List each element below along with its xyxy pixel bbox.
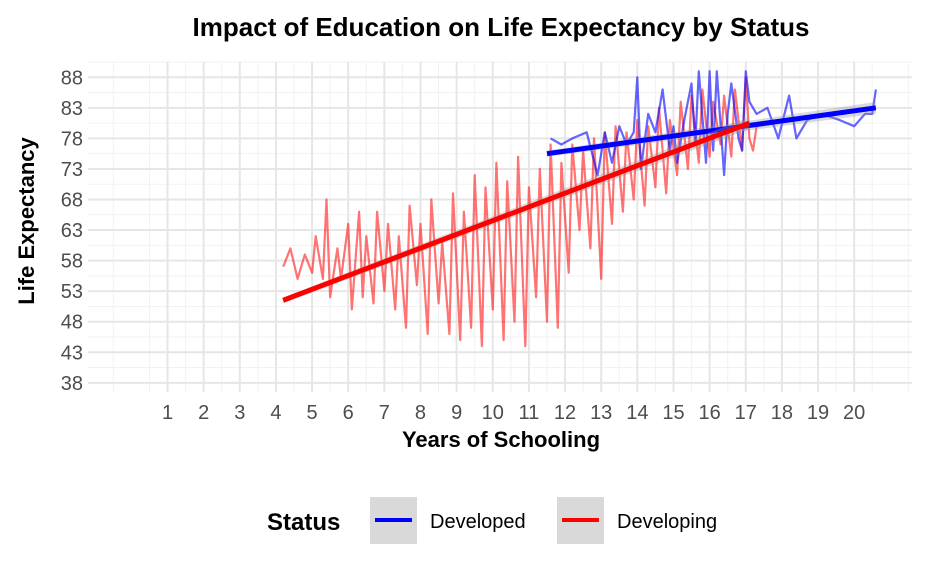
x-tick-label: 9 [451, 402, 462, 424]
chart-title: Impact of Education on Life Expectancy b… [193, 12, 810, 42]
legend-label-developed: Developed [430, 511, 526, 533]
x-tick-label: 5 [307, 402, 318, 424]
y-tick-label: 73 [61, 159, 83, 181]
y-tick-label: 88 [61, 67, 83, 89]
y-tick-label: 48 [61, 312, 83, 334]
x-tick-label: 10 [482, 402, 504, 424]
x-tick-label: 19 [807, 402, 829, 424]
trend-line-developed [546, 105, 877, 157]
legend-title: Status [267, 509, 340, 536]
x-tick-label: 18 [771, 402, 793, 424]
y-axis-title: Life Expectancy [14, 136, 39, 304]
trend-line-developing [282, 120, 751, 303]
legend: Status Developed Developing [267, 497, 717, 544]
x-tick-label: 20 [843, 402, 865, 424]
x-tick-label: 6 [343, 402, 354, 424]
legend-label-developing: Developing [617, 511, 717, 533]
grid [88, 61, 912, 392]
x-tick-label: 1 [162, 402, 173, 424]
y-tick-label: 58 [61, 251, 83, 273]
x-tick-label: 3 [234, 402, 245, 424]
x-tick-label: 16 [698, 402, 720, 424]
x-tick-label: 13 [590, 402, 612, 424]
y-tick-labels: 38 43 48 53 58 63 68 73 78 83 88 [61, 67, 83, 395]
x-tick-labels: 1 2 3 4 5 6 7 8 9 10 11 12 13 14 15 16 17 18 19 20 [162, 402, 865, 424]
x-tick-label: 4 [270, 402, 281, 424]
x-tick-label: 15 [662, 402, 684, 424]
x-tick-label: 17 [735, 402, 757, 424]
x-tick-label: 7 [379, 402, 390, 424]
y-tick-label: 43 [61, 342, 83, 364]
y-tick-label: 78 [61, 128, 83, 150]
y-tick-label: 68 [61, 190, 83, 212]
y-tick-label: 83 [61, 98, 83, 120]
y-tick-label: 63 [61, 220, 83, 242]
series-line-developed [550, 70, 877, 177]
trend-layer [282, 101, 877, 304]
y-tick-label: 38 [61, 373, 83, 395]
x-tick-label: 11 [519, 402, 540, 424]
y-tick-label: 53 [61, 281, 83, 303]
x-tick-label: 12 [554, 402, 576, 424]
x-tick-label: 14 [626, 402, 648, 424]
series-layer [282, 70, 877, 348]
x-axis-title: Years of Schooling [402, 427, 600, 452]
x-tick-label: 8 [415, 402, 426, 424]
x-tick-label: 2 [198, 402, 209, 424]
